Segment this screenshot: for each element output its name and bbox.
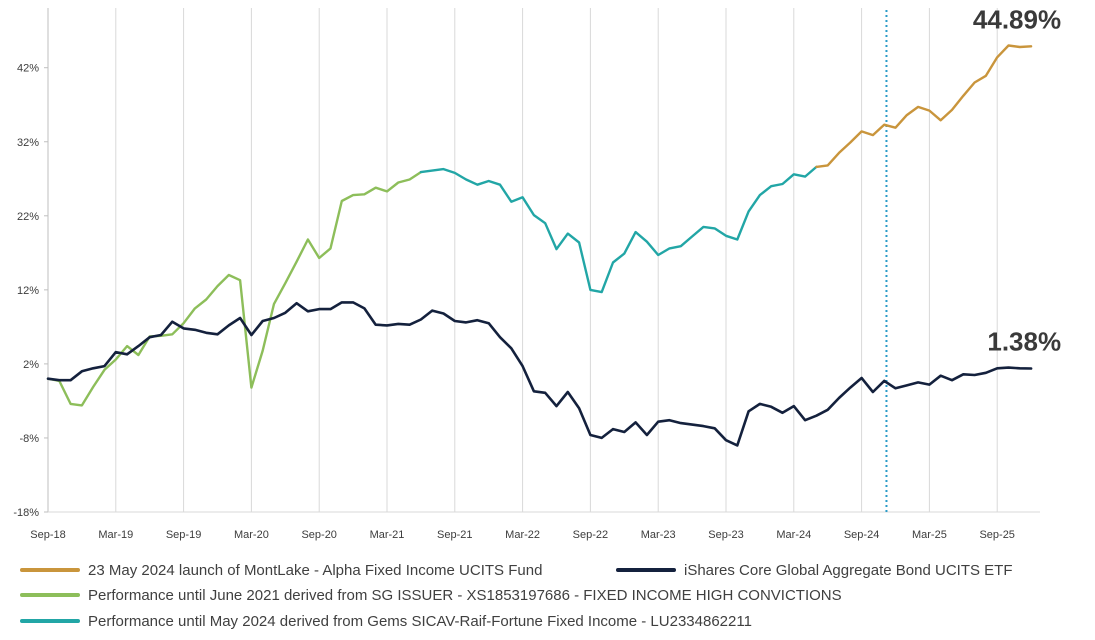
grid-layer [115, 8, 998, 512]
x-tick-label: Sep-22 [573, 529, 608, 541]
x-tick-label: Mar-19 [98, 529, 133, 541]
axis-layer: Sep-18 Mar-19 Sep-19 Mar-20 Sep-20 Mar-21 Sep-… [13, 8, 1040, 541]
y-tick-label: 32% [17, 137, 39, 149]
x-tick-label: Sep-25 [979, 529, 1014, 541]
x-tick-label: Sep-23 [708, 529, 743, 541]
y-tick-label: -8% [19, 433, 39, 445]
x-tick-label: Mar-25 [912, 529, 947, 541]
x-tick-label: Mar-23 [641, 529, 676, 541]
x-tick-label: Sep-20 [301, 529, 336, 541]
legend-label: Performance until May 2024 derived from … [88, 613, 752, 630]
label-layer: 44.89% 1.38% [973, 4, 1061, 356]
x-tick-label: Mar-22 [505, 529, 540, 541]
end-value-label: 1.38% [987, 326, 1061, 356]
y-tick-label: 2% [23, 359, 39, 371]
series-line-3 [815, 44, 1033, 169]
end-value-label: 44.89% [973, 4, 1061, 34]
x-tick-label: Sep-19 [166, 529, 201, 541]
x-tick-label: Sep-18 [30, 529, 65, 541]
legend-label: Performance until June 2021 derived from… [88, 587, 842, 604]
y-tick-label: 42% [17, 63, 39, 75]
legend-label: iShares Core Global Aggregate Bond UCITS… [684, 562, 1013, 579]
x-tick-label: Mar-21 [370, 529, 405, 541]
legend-label: 23 May 2024 launch of MontLake - Alpha F… [88, 562, 542, 579]
x-tick-label: Mar-20 [234, 529, 269, 541]
y-tick-label: -18% [13, 507, 39, 519]
legend-layer: 23 May 2024 launch of MontLake - Alpha F… [20, 562, 1013, 630]
series-line-1 [46, 170, 423, 407]
x-tick-label: Sep-24 [844, 529, 879, 541]
series-line-2 [419, 165, 818, 294]
series-line-4 [46, 301, 1033, 447]
y-tick-label: 22% [17, 211, 39, 223]
series-layer [46, 10, 1033, 512]
x-tick-label: Sep-21 [437, 529, 472, 541]
y-tick-label: 12% [17, 285, 39, 297]
x-tick-label: Mar-24 [776, 529, 811, 541]
